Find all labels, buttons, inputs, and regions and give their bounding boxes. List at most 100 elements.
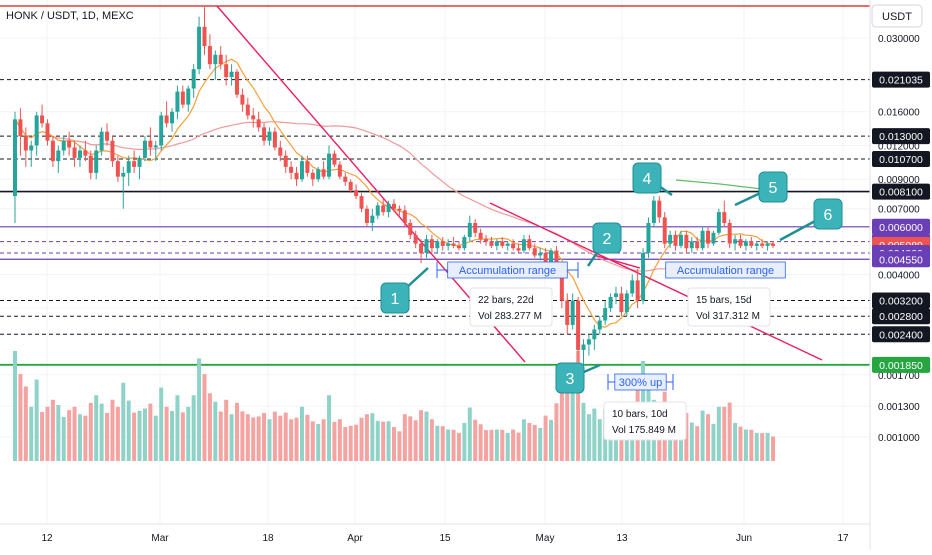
volume-bar-68 bbox=[381, 421, 386, 461]
volume-bar-50 bbox=[283, 412, 288, 461]
candle-body-133 bbox=[733, 239, 738, 244]
price-label-box-13 bbox=[872, 356, 930, 373]
candle-body-0 bbox=[13, 119, 17, 197]
candle-body-117 bbox=[646, 222, 651, 253]
volume-bar-27 bbox=[159, 387, 164, 461]
candle-body-139 bbox=[765, 243, 770, 246]
candle-body-32 bbox=[186, 88, 191, 105]
candle-body-74 bbox=[413, 234, 418, 244]
volume-bar-71 bbox=[397, 431, 402, 461]
price-label-box-12 bbox=[872, 326, 930, 343]
trend-line-1 bbox=[489, 202, 823, 361]
price-label-11: 0.002800 bbox=[879, 311, 923, 323]
volume-bar-121 bbox=[668, 420, 673, 461]
volume-bar-61 bbox=[343, 426, 348, 461]
candle-body-113 bbox=[624, 293, 629, 313]
volume-bar-0 bbox=[13, 351, 17, 461]
volume-bar-1 bbox=[18, 374, 23, 461]
volume-bar-10 bbox=[67, 410, 72, 461]
candle-body-12 bbox=[77, 150, 82, 158]
price-tick-9: 0.001300 bbox=[878, 402, 920, 413]
price-label-12: 0.002400 bbox=[879, 329, 923, 341]
candle-body-33 bbox=[191, 69, 196, 89]
candle-body-24 bbox=[142, 140, 147, 158]
price-tick-0: 0.030000 bbox=[878, 34, 920, 45]
price-label-box-1 bbox=[872, 128, 930, 145]
volume-bar-72 bbox=[402, 414, 407, 461]
candle-body-107 bbox=[592, 329, 597, 340]
candle-body-97 bbox=[538, 252, 543, 256]
price-label-9: 0.004550 bbox=[879, 254, 923, 266]
stats-1-vol: Vol 283.277 M bbox=[478, 311, 542, 322]
volume-bar-19 bbox=[115, 406, 120, 461]
candle-body-49 bbox=[278, 147, 283, 156]
volume-bar-87 bbox=[484, 430, 489, 461]
price-label-0: 0.021035 bbox=[879, 75, 923, 87]
candle-body-42 bbox=[240, 94, 245, 105]
price-label-box-0 bbox=[872, 71, 930, 88]
candle-body-66 bbox=[370, 215, 375, 223]
candle-body-114 bbox=[630, 280, 635, 294]
volume-bar-28 bbox=[164, 406, 169, 461]
volume-bar-39 bbox=[224, 399, 229, 461]
candle-body-126 bbox=[695, 241, 700, 249]
volume-bar-136 bbox=[749, 429, 754, 461]
volume-bar-97 bbox=[538, 428, 543, 461]
marker-label-1: 1 bbox=[391, 291, 400, 308]
volume-bar-92 bbox=[511, 429, 516, 461]
candle-body-58 bbox=[327, 153, 332, 177]
volume-bar-11 bbox=[72, 406, 77, 461]
candle-body-76 bbox=[424, 239, 429, 253]
volume-bar-56 bbox=[316, 423, 321, 461]
volume-bar-47 bbox=[267, 419, 272, 461]
candle-body-125 bbox=[689, 241, 694, 249]
candle-body-57 bbox=[321, 169, 326, 177]
marker-bubble-4 bbox=[632, 162, 662, 194]
candle-body-4 bbox=[34, 115, 39, 146]
candle-body-13 bbox=[83, 150, 88, 156]
volume-bar-4 bbox=[34, 379, 39, 461]
candle-body-82 bbox=[456, 245, 461, 249]
price-label-10: 0.003200 bbox=[879, 296, 923, 308]
volume-bar-63 bbox=[354, 424, 359, 461]
volume-bar-130 bbox=[716, 406, 721, 461]
candle-body-10 bbox=[67, 140, 72, 148]
marker-bubble-6 bbox=[813, 198, 843, 230]
annotations: Accumulation range Accumulation range 300%… bbox=[436, 261, 786, 441]
time-tick-0: 12 bbox=[41, 533, 53, 544]
time-tick-1: Mar bbox=[151, 533, 169, 544]
marker-bubble-3 bbox=[555, 362, 585, 394]
volume-bar-16 bbox=[99, 403, 104, 461]
volume-bar-94 bbox=[521, 419, 526, 461]
candle-body-20 bbox=[121, 172, 126, 177]
volume-bar-99 bbox=[549, 419, 554, 461]
candle-body-75 bbox=[419, 243, 424, 253]
price-label-1: 0.013000 bbox=[879, 131, 923, 143]
candle-body-108 bbox=[597, 320, 602, 330]
candle-body-28 bbox=[164, 115, 169, 124]
candle-body-89 bbox=[494, 241, 499, 246]
volume-bar-129 bbox=[711, 423, 716, 461]
volume-bar-15 bbox=[94, 395, 99, 461]
volume-bar-53 bbox=[299, 406, 304, 461]
volume-bar-133 bbox=[733, 422, 738, 461]
candle-body-111 bbox=[613, 293, 618, 297]
currency-badge[interactable]: USDT bbox=[871, 4, 923, 28]
candle-body-90 bbox=[500, 241, 505, 246]
candle-body-131 bbox=[722, 212, 727, 223]
candle-body-102 bbox=[565, 300, 570, 325]
candle-body-95 bbox=[527, 239, 532, 249]
volume-bar-140 bbox=[771, 436, 775, 461]
candle-body-25 bbox=[148, 140, 153, 148]
volume-bar-89 bbox=[494, 429, 499, 461]
volume-bar-64 bbox=[359, 417, 364, 461]
volume-bar-43 bbox=[245, 414, 250, 461]
volume-bar-33 bbox=[191, 395, 196, 461]
volume-bar-77 bbox=[429, 419, 434, 461]
volume-bar-138 bbox=[760, 433, 765, 461]
volume-bar-105 bbox=[581, 402, 586, 461]
time-tick-8: 17 bbox=[837, 533, 849, 544]
volume-bar-7 bbox=[50, 399, 55, 461]
candle-body-140 bbox=[771, 243, 775, 246]
